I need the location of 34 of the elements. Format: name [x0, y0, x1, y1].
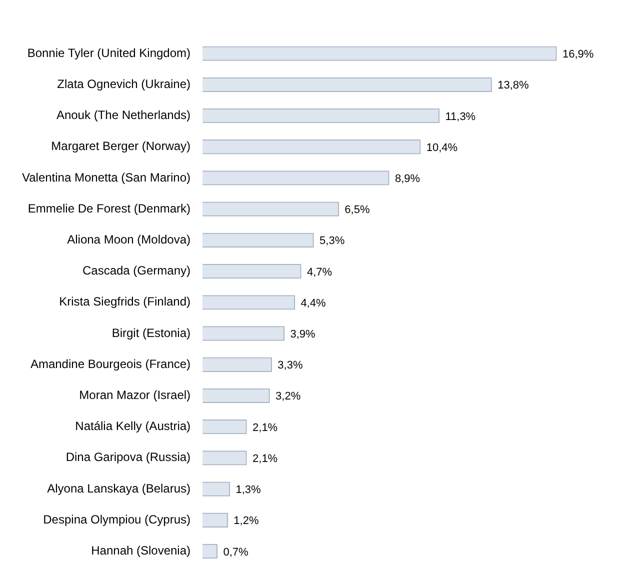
y-tick-label: Amandine Bourgeois (France) [30, 356, 191, 371]
data-label: 2,1% [252, 422, 278, 434]
y-tick-label: Valentina Monetta (San Marino) [22, 170, 191, 184]
data-label: 0,7% [223, 546, 248, 558]
data-label: 8,9% [394, 173, 420, 186]
y-tick-label: Alyona Lanskaya (Belarus) [47, 481, 191, 496]
data-label: 11,3% [445, 110, 476, 123]
y-tick-label: Moran Mazor (Israel) [79, 388, 191, 402]
data-label: 16,9% [562, 48, 594, 61]
y-tick-label: Birgit (Estonia) [112, 326, 191, 340]
data-label: 3,2% [276, 390, 301, 403]
y-tick-label: Aliona Moon (Moldova) [67, 232, 191, 246]
y-tick-label: Despina Olympiou (Cyprus) [43, 512, 191, 526]
y-tick-label: Zlata Ognevich (Ukraine) [57, 76, 191, 91]
data-label: 1,3% [236, 484, 262, 496]
y-tick-label: Hannah (Slovenia) [91, 544, 191, 558]
y-tick-label: Krista Siegfrids (Finland) [59, 294, 191, 309]
y-tick-label: Margaret Berger (Norway) [51, 139, 191, 154]
data-label: 10,4% [426, 142, 458, 154]
data-label: 4,4% [300, 297, 326, 310]
y-tick-label: Natália Kelly (Austria) [75, 419, 191, 434]
data-label: 13,8% [498, 80, 529, 92]
data-label: 2,1% [252, 452, 278, 465]
data-label: 5,3% [320, 235, 345, 248]
y-tick-label: Cascada (Germany) [82, 264, 191, 278]
y-tick-label: Dina Garipova (Russia) [66, 450, 191, 464]
y-tick-label: Bonnie Tyler (United Kingdom) [27, 46, 191, 60]
data-label: 3,3% [278, 360, 303, 372]
data-label: 1,2% [234, 515, 259, 528]
y-tick-label: Anouk (The Netherlands) [56, 108, 191, 122]
data-label: 6,5% [344, 204, 370, 216]
data-label: 3,9% [290, 328, 316, 341]
y-tick-label: Emmelie De Forest (Denmark) [28, 201, 191, 216]
data-label: 4,7% [306, 266, 332, 278]
